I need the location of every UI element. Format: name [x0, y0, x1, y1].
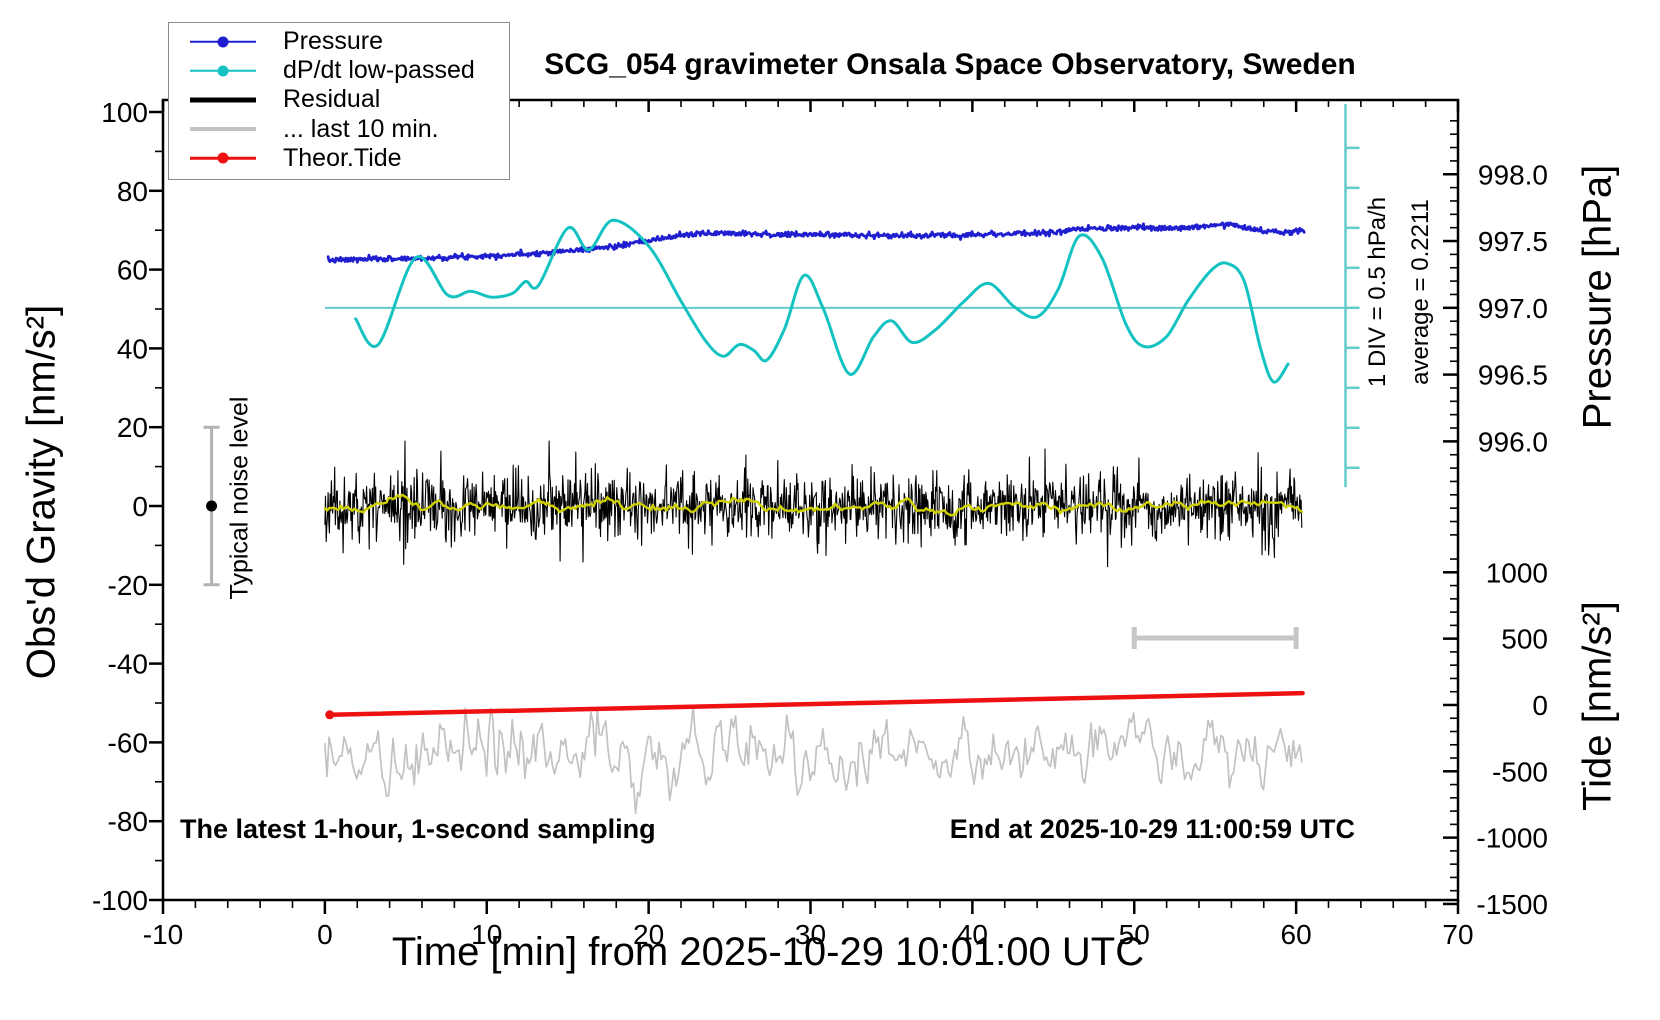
legend: Pressure dP/dt low-passed Residual ... l… — [168, 22, 510, 180]
y-axis-label-tide: Tide [nm/s²] — [1575, 601, 1620, 811]
svg-text:10: 10 — [471, 919, 502, 950]
legend-item-dpdt: dP/dt low-passed — [169, 56, 509, 85]
svg-text:0: 0 — [132, 491, 148, 522]
svg-text:996.0: 996.0 — [1478, 426, 1548, 457]
svg-text:0: 0 — [317, 919, 333, 950]
legend-label: Theor.Tide — [283, 143, 402, 172]
legend-label: Pressure — [283, 27, 384, 56]
svg-text:-20: -20 — [108, 570, 148, 601]
svg-text:60: 60 — [117, 255, 148, 286]
svg-text:0: 0 — [1532, 690, 1548, 721]
svg-text:997.5: 997.5 — [1478, 226, 1548, 257]
svg-text:997.0: 997.0 — [1478, 293, 1548, 324]
svg-text:500: 500 — [1501, 624, 1548, 655]
residual-line-sample — [190, 93, 256, 107]
svg-text:-1500: -1500 — [1476, 889, 1548, 920]
svg-text:60: 60 — [1281, 919, 1312, 950]
y-axis-label-pressure: Pressure [hPa] — [1575, 164, 1620, 430]
page-title: SCG_054 gravimeter Onsala Space Observat… — [544, 48, 1356, 81]
svg-text:20: 20 — [117, 412, 148, 443]
svg-text:-80: -80 — [108, 806, 148, 837]
svg-text:70: 70 — [1442, 919, 1473, 950]
end-time-note: End at 2025-10-29 11:00:59 UTC — [949, 814, 1355, 844]
y-axis-label-gravity: Obs'd Gravity [nm/s²] — [19, 304, 64, 680]
sampling-note: The latest 1-hour, 1-second sampling — [180, 814, 656, 844]
pressure-line-sample — [190, 35, 256, 49]
average-annotation: average = 0.2211 — [1407, 199, 1434, 385]
svg-text:-40: -40 — [108, 649, 148, 680]
svg-text:50: 50 — [1119, 919, 1150, 950]
svg-text:40: 40 — [117, 333, 148, 364]
legend-label: Residual — [283, 85, 381, 114]
div-scale-annotation: 1 DIV = 0.5 hPa/h — [1364, 196, 1391, 388]
legend-label: dP/dt low-passed — [283, 56, 475, 85]
svg-text:100: 100 — [101, 97, 148, 128]
svg-text:-60: -60 — [108, 727, 148, 758]
svg-text:-1000: -1000 — [1476, 823, 1548, 854]
svg-text:998.0: 998.0 — [1478, 159, 1548, 190]
last10-line-sample — [190, 122, 256, 136]
svg-text:30: 30 — [795, 919, 826, 950]
svg-text:1000: 1000 — [1486, 557, 1548, 588]
x-axis-label: Time [min] from 2025-10-29 10:01:00 UTC — [391, 930, 1145, 974]
svg-text:-10: -10 — [143, 919, 183, 950]
svg-text:80: 80 — [117, 176, 148, 207]
legend-item-residual: Residual — [169, 85, 509, 114]
svg-text:996.5: 996.5 — [1478, 360, 1548, 391]
svg-text:-100: -100 — [92, 885, 148, 916]
legend-item-tide: Theor.Tide — [169, 144, 509, 173]
svg-text:20: 20 — [633, 919, 664, 950]
dpdt-line-sample — [190, 64, 256, 78]
legend-item-last10: ... last 10 min. — [169, 115, 509, 144]
tide-line-sample — [190, 151, 256, 165]
svg-text:-500: -500 — [1492, 756, 1548, 787]
legend-label: ... last 10 min. — [283, 114, 439, 143]
legend-item-pressure: Pressure — [169, 27, 509, 56]
noise-level-annotation: Typical noise level — [225, 396, 254, 600]
svg-text:40: 40 — [957, 919, 988, 950]
